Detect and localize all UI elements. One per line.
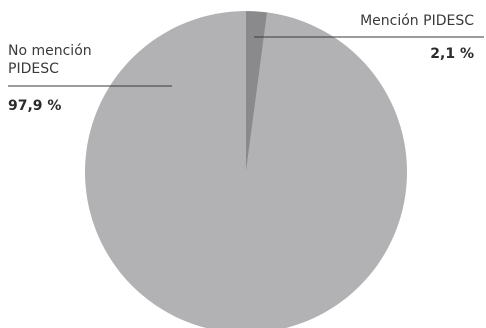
pie-slice-no-mencion [84,11,407,328]
slice-label-mencion: Mención PIDESC [360,13,474,29]
pie-slice-mencion [246,11,268,172]
slice-label-no-mencion: No mención PIDESC [8,43,92,77]
pie-slices [84,11,407,328]
leader-lines [8,36,484,87]
slice-value-no-mencion: 97,9 % [8,98,62,114]
slice-value-mencion: 2,1 % [430,46,474,62]
